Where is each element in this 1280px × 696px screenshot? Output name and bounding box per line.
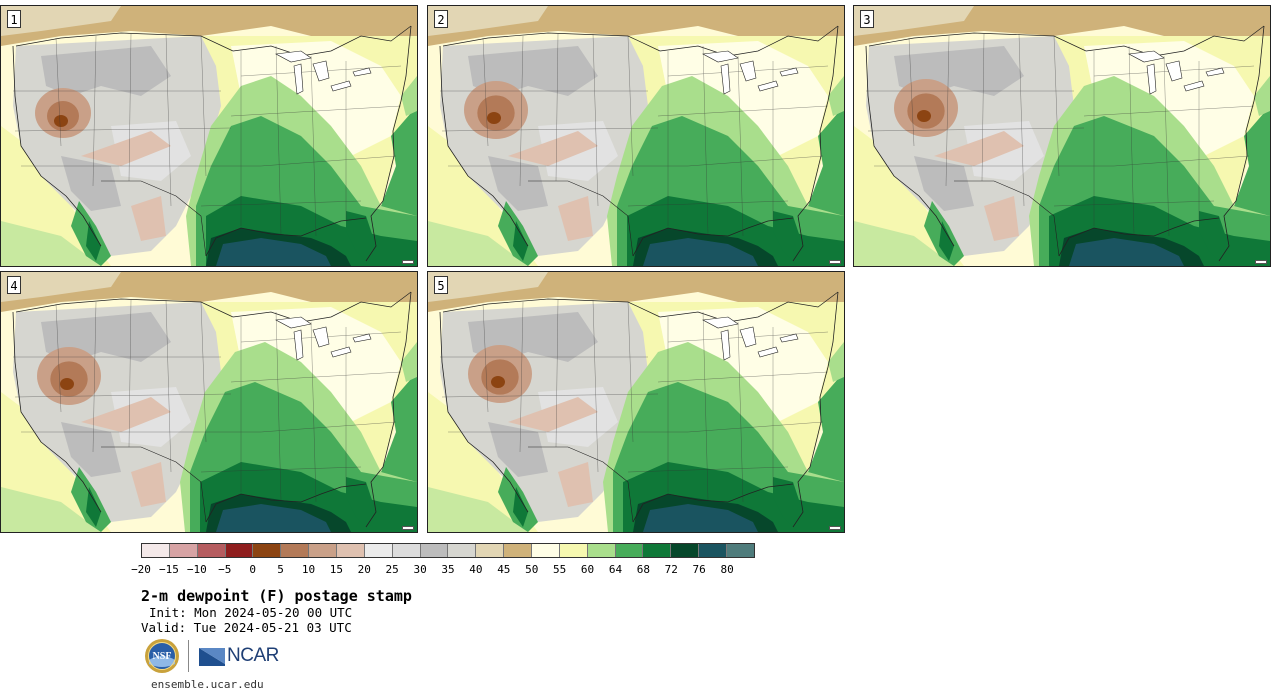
member-map-panel[interactable]: 3	[853, 5, 1271, 267]
colorbar-tick-label: 76	[692, 563, 706, 576]
product-title: 2-m dewpoint (F) postage stamp	[141, 587, 412, 605]
colorbar-swatch	[364, 544, 393, 557]
colorbar-swatch	[643, 544, 672, 557]
init-time: Init: Mon 2024-05-20 00 UTC	[149, 605, 353, 620]
member-map-panel[interactable]: 2	[427, 5, 845, 267]
colorbar-tick-label: 20	[357, 563, 371, 576]
dewpoint-colorbar	[141, 543, 755, 558]
colorbar-tick-label: −20	[131, 563, 151, 576]
colorbar-tick-label: −5	[218, 563, 232, 576]
dewpoint-map	[1, 6, 417, 266]
dewpoint-map	[1, 272, 417, 532]
member-number-label: 5	[434, 276, 448, 294]
nsf-logo-icon[interactable]: NSF	[144, 638, 180, 674]
valid-time: Valid: Tue 2024-05-21 03 UTC	[141, 620, 352, 635]
colorbar-tick-label: 45	[497, 563, 511, 576]
colorbar-swatch	[727, 544, 754, 557]
colorbar-tick-label: 0	[249, 563, 256, 576]
colorbar-tick-label: 30	[413, 563, 427, 576]
colorbar-tick-label: 5	[277, 563, 284, 576]
colorbar-tick-label: 10	[301, 563, 316, 576]
colorbar-swatch	[699, 544, 728, 557]
member-map-panel[interactable]: 1	[0, 5, 418, 267]
corner-mark	[1255, 260, 1267, 264]
ncar-logo[interactable]: NCAR	[199, 645, 279, 667]
member-map-panel[interactable]: 5	[427, 271, 845, 533]
colorbar-swatch	[559, 544, 588, 557]
colorbar-tick-label: 25	[385, 563, 399, 576]
colorbar-swatch	[142, 544, 170, 557]
member-number-label: 1	[7, 10, 21, 28]
colorbar-swatch	[281, 544, 310, 557]
corner-mark	[829, 526, 841, 530]
colorbar-swatch	[476, 544, 505, 557]
member-map-panel[interactable]: 4	[0, 271, 418, 533]
colorbar-tick-label: 15	[329, 563, 343, 576]
colorbar-swatch	[615, 544, 644, 557]
ncar-mark-icon	[199, 648, 225, 666]
colorbar-swatch	[197, 544, 226, 557]
colorbar-swatch	[392, 544, 421, 557]
colorbar-tick-labels: −20 −15 −10 −5 0 5 10 15 20 25 30 35 40 45 50 55 60 64 68 7…	[131, 563, 755, 577]
dewpoint-map	[428, 272, 844, 532]
nsf-logo-text: NSF	[153, 651, 172, 662]
colorbar-swatch	[504, 544, 533, 557]
colorbar-tick-label: 40	[469, 563, 483, 576]
colorbar-swatch	[225, 544, 254, 557]
colorbar-tick-label: −15	[158, 563, 179, 576]
colorbar-tick-label: 35	[441, 563, 455, 576]
logo-row: NSF NCAR	[144, 638, 279, 674]
colorbar-swatch	[169, 544, 198, 557]
colorbar-swatch	[309, 544, 338, 557]
member-number-label: 2	[434, 10, 448, 28]
logo-divider	[188, 640, 189, 672]
colorbar-swatch	[671, 544, 700, 557]
colorbar-tick-label: 68	[636, 563, 650, 576]
colorbar-swatch	[587, 544, 616, 557]
site-url[interactable]: ensemble.ucar.edu	[151, 678, 264, 691]
colorbar-tick-label: 50	[525, 563, 539, 576]
colorbar-tick-label: 60	[580, 563, 595, 576]
colorbar-tick-label: 64	[608, 563, 623, 576]
dewpoint-map	[428, 6, 844, 266]
corner-mark	[402, 260, 414, 264]
member-number-label: 3	[860, 10, 874, 28]
colorbar-swatch	[532, 544, 560, 557]
colorbar-tick-label: 80	[720, 563, 734, 576]
ncar-logo-text: NCAR	[227, 645, 279, 666]
colorbar-swatch	[448, 544, 477, 557]
colorbar-tick-label: 72	[664, 563, 678, 576]
dewpoint-map	[854, 6, 1270, 266]
colorbar-swatch	[420, 544, 449, 557]
colorbar-tick-label: −10	[186, 563, 207, 576]
colorbar-swatch	[337, 544, 365, 557]
member-number-label: 4	[7, 276, 21, 294]
colorbar-tick-label: 55	[553, 563, 567, 576]
corner-mark	[402, 526, 414, 530]
colorbar-swatch	[253, 544, 282, 557]
corner-mark	[829, 260, 841, 264]
